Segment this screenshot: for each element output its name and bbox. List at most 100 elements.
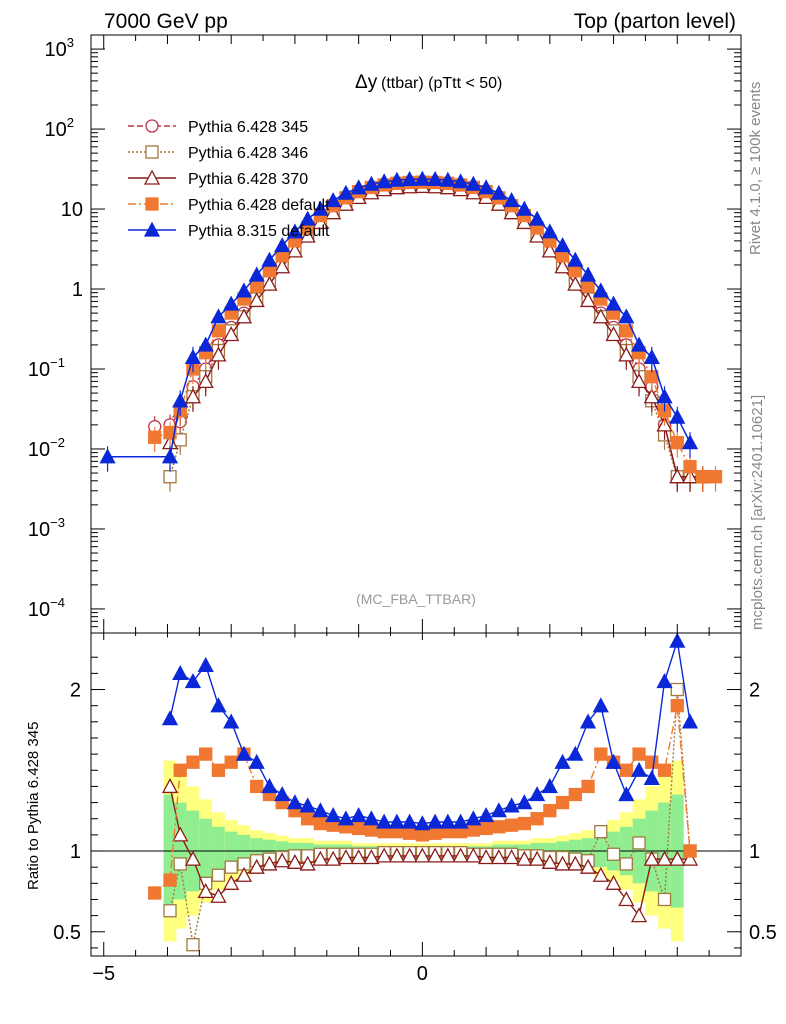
ratio-point — [656, 673, 673, 689]
legend-marker — [145, 145, 159, 159]
series-point — [197, 373, 214, 389]
ratio-point — [503, 797, 520, 813]
ratio-point — [541, 853, 558, 869]
series-point — [325, 192, 342, 208]
series-point — [184, 388, 202, 404]
ratio-line — [169, 689, 691, 945]
series-point — [656, 388, 673, 404]
series-point — [670, 435, 684, 450]
ratio-point — [594, 824, 608, 839]
ratio-point — [186, 755, 200, 769]
series-point — [592, 308, 609, 324]
ratio-point — [645, 755, 659, 769]
series-point — [528, 210, 546, 226]
series-point — [516, 200, 533, 216]
ratio-point — [503, 849, 520, 865]
series-point — [630, 373, 648, 389]
ratio-tick-label-right: 2 — [749, 680, 760, 702]
ratio-point — [363, 810, 380, 826]
ratio-point — [618, 891, 635, 907]
ratio-line — [169, 640, 691, 825]
y-tick-label: 10−2 — [28, 435, 65, 461]
ratio-point — [388, 847, 405, 863]
ratio-point — [528, 850, 546, 866]
ratio-point — [657, 763, 672, 777]
ratio-point — [199, 747, 213, 761]
series-point — [439, 171, 456, 187]
ratio-point — [492, 820, 506, 834]
series-point — [708, 470, 723, 484]
series-point — [567, 275, 584, 291]
ratio-point — [250, 779, 264, 794]
legend-marker — [145, 119, 159, 133]
series-point — [223, 295, 240, 311]
ratio-point — [516, 794, 533, 810]
watermark: (MC_FBA_TTBAR) — [356, 591, 476, 607]
series-point — [337, 184, 354, 200]
ratio-point — [592, 866, 609, 882]
series-point — [452, 173, 469, 189]
x-tick-label: −5 — [92, 963, 115, 985]
ratio-point — [401, 847, 418, 863]
ratio-point — [286, 853, 304, 869]
ratio-point — [554, 753, 571, 769]
series-point — [210, 346, 227, 362]
x-tick-label: 0 — [417, 963, 428, 985]
ratio-tick-label: 0.5 — [53, 922, 81, 944]
ratio-point — [235, 745, 253, 761]
ratio-point — [223, 713, 240, 729]
ratio-point — [581, 779, 595, 794]
ratio-point — [172, 826, 189, 842]
legend-label: Pythia 6.428 346 — [188, 145, 308, 162]
series-point — [554, 258, 571, 274]
series-point — [248, 292, 265, 308]
ratio-point — [235, 866, 253, 882]
series-point — [184, 348, 202, 364]
ratio-point — [504, 818, 519, 832]
ratio-point — [490, 802, 507, 818]
ratio-point — [517, 816, 531, 831]
ratio-point — [210, 697, 227, 713]
ratio-tick-label: 2 — [70, 680, 81, 702]
ratio-point — [172, 665, 189, 681]
series-point — [148, 430, 162, 444]
series-point — [161, 448, 179, 464]
ratio-point — [656, 850, 673, 866]
ratio-point — [312, 850, 329, 866]
series-point — [579, 292, 597, 308]
series-point — [376, 173, 393, 189]
ratio-point — [554, 855, 571, 871]
ratio-point — [555, 795, 570, 810]
series-point — [173, 433, 187, 447]
series-point — [274, 237, 291, 253]
ratio-point — [337, 810, 354, 826]
ratio-point — [388, 813, 405, 829]
series-point — [618, 346, 635, 362]
ratio-point — [619, 857, 633, 871]
legend-label: Pythia 6.428 345 — [188, 119, 308, 136]
ratio-tick-label-right: 1 — [749, 841, 760, 863]
series-point — [528, 227, 546, 243]
header-right: Top (parton level) — [574, 10, 736, 33]
ratio-point — [669, 632, 686, 648]
y-tick-label: 10−3 — [28, 515, 65, 541]
ratio-point — [439, 847, 456, 863]
ratio-point — [439, 813, 456, 829]
ratio-point — [337, 849, 354, 865]
ratio-point — [619, 763, 633, 777]
series-point — [388, 171, 405, 187]
series-point — [465, 175, 482, 191]
ratio-point — [351, 821, 366, 836]
ratio-point — [224, 755, 238, 769]
series-point — [605, 295, 622, 311]
ratio-point — [415, 828, 430, 842]
ratio-point — [414, 847, 431, 863]
ratio-point — [161, 710, 179, 726]
ratio-point — [173, 857, 187, 871]
series-point — [696, 470, 710, 484]
ratio-point — [466, 823, 481, 837]
ratio-point — [211, 868, 226, 882]
